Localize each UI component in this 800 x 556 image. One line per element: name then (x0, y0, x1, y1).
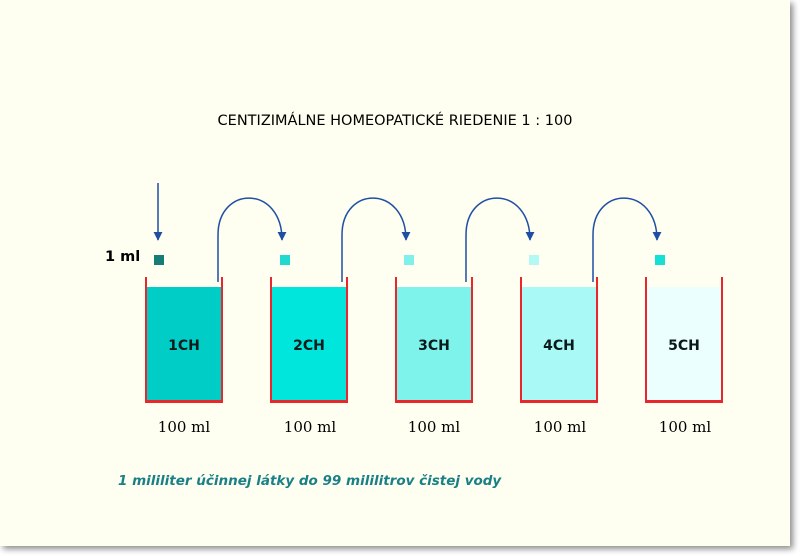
volume-label-1ch: 100 ml (157, 418, 211, 436)
beaker-wall-right (471, 277, 473, 403)
beaker-label-5ch: 5CH (668, 338, 700, 354)
volume-label-3ch: 100 ml (407, 418, 461, 436)
drop-1 (154, 255, 164, 265)
volume-label-4ch: 100 ml (533, 418, 587, 436)
beaker-wall-bottom (645, 400, 723, 403)
slide-canvas: CENTIZIMÁLNE HOMEOPATICKÉ RIEDENIE 1 : 1… (0, 0, 790, 546)
volume-label-5ch: 100 ml (658, 418, 712, 436)
beaker-wall-bottom (270, 400, 348, 403)
liquid-2ch (272, 287, 346, 400)
beaker-wall-bottom (520, 400, 598, 403)
beaker-wall-right (221, 277, 223, 403)
beaker-5ch: 5CH (645, 277, 723, 403)
drop-3 (404, 255, 414, 265)
liquid-1ch (147, 287, 221, 400)
beaker-label-3ch: 3CH (418, 338, 450, 354)
beaker-1ch: 1CH (145, 277, 223, 403)
beaker-wall-left (270, 277, 272, 403)
liquid-3ch (397, 287, 471, 400)
transfer-arrow-1-2 (217, 197, 287, 282)
transfer-arrow-2-3 (341, 197, 411, 282)
liquid-4ch (522, 287, 596, 400)
transfer-arrow-4-5 (592, 197, 662, 282)
caption-text: 1 mililiter účinnej látky do 99 mililitr… (118, 473, 502, 489)
drop-4 (529, 255, 539, 265)
beaker-wall-bottom (145, 400, 223, 403)
input-volume-label: 1 ml (105, 249, 141, 265)
drop-2 (280, 255, 290, 265)
beaker-wall-left (645, 277, 647, 403)
diagram-title: CENTIZIMÁLNE HOMEOPATICKÉ RIEDENIE 1 : 1… (217, 113, 573, 129)
transfer-arrows (153, 183, 662, 282)
beaker-3ch: 3CH (395, 277, 473, 403)
volume-label-2ch: 100 ml (283, 418, 337, 436)
beaker-wall-right (596, 277, 598, 403)
beaker-2ch: 2CH (270, 277, 348, 403)
beaker-wall-left (520, 277, 522, 403)
beaker-wall-left (395, 277, 397, 403)
drop-5 (655, 255, 665, 265)
beaker-label-2ch: 2CH (293, 338, 325, 354)
liquid-5ch (647, 287, 721, 400)
beaker-wall-left (145, 277, 147, 403)
beaker-label-4ch: 4CH (543, 338, 575, 354)
beaker-wall-bottom (395, 400, 473, 403)
beaker-4ch: 4CH (520, 277, 598, 403)
beaker-label-1ch: 1CH (168, 338, 200, 354)
transfer-arrow-3-4 (465, 197, 535, 282)
beaker-wall-right (346, 277, 348, 403)
beaker-wall-right (721, 277, 723, 403)
